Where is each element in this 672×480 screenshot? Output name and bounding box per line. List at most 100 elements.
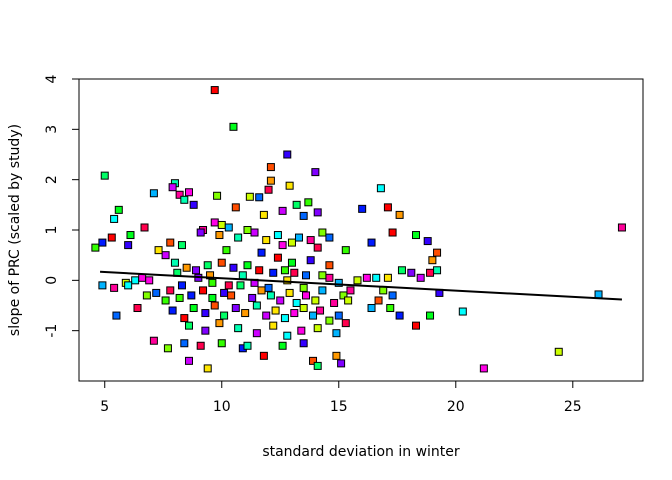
- data-point: [180, 339, 189, 348]
- data-point: [334, 278, 343, 287]
- x-tick-label: 15: [330, 399, 348, 415]
- data-point: [126, 231, 135, 240]
- data-point: [114, 205, 123, 214]
- data-point: [304, 198, 313, 207]
- data-point: [257, 248, 266, 257]
- data-point: [149, 189, 158, 198]
- data-point: [283, 331, 292, 340]
- data-point: [161, 296, 170, 305]
- data-point: [245, 192, 254, 201]
- data-point: [344, 296, 353, 305]
- data-point: [241, 309, 250, 318]
- data-point: [210, 218, 219, 227]
- data-point: [269, 321, 278, 330]
- data-point: [138, 273, 147, 282]
- trend-line: [100, 270, 622, 301]
- x-axis: 5 10 15 20 25: [100, 380, 582, 415]
- data-point: [276, 296, 285, 305]
- data-point: [206, 271, 215, 280]
- data-point: [479, 364, 488, 373]
- data-point: [332, 351, 341, 360]
- data-point: [325, 261, 334, 270]
- data-point: [290, 309, 299, 318]
- data-point: [124, 281, 133, 290]
- data-point: [187, 291, 196, 300]
- data-point: [189, 200, 198, 209]
- y-tick-label: 1: [44, 226, 60, 235]
- data-point: [203, 364, 212, 373]
- data-point: [397, 266, 406, 275]
- x-tick-label: 20: [447, 399, 465, 415]
- data-point: [278, 206, 287, 215]
- data-point: [252, 301, 261, 310]
- data-point: [264, 283, 273, 292]
- data-point: [145, 276, 154, 285]
- data-point: [224, 281, 233, 290]
- data-point: [337, 359, 346, 368]
- data-point: [259, 210, 268, 219]
- data-point: [210, 301, 219, 310]
- data-point: [180, 314, 189, 323]
- data-point: [227, 291, 236, 300]
- data-point: [299, 283, 308, 292]
- data-point: [299, 304, 308, 313]
- y-axis: -1 0 1 2 3 4: [44, 74, 80, 338]
- data-point: [283, 276, 292, 285]
- data-point: [217, 339, 226, 348]
- data-point: [313, 208, 322, 217]
- data-point: [325, 316, 334, 325]
- data-point: [313, 243, 322, 252]
- data-point: [280, 314, 289, 323]
- data-point: [149, 336, 158, 345]
- data-point: [163, 344, 172, 353]
- data-point: [266, 176, 275, 185]
- data-point: [152, 288, 161, 297]
- data-point: [287, 258, 296, 267]
- data-point: [292, 200, 301, 209]
- data-point: [458, 307, 467, 316]
- x-tick-label: 5: [100, 399, 109, 415]
- data-point: [341, 246, 350, 255]
- data-point: [215, 231, 224, 240]
- data-point: [423, 237, 432, 246]
- data-point: [309, 356, 318, 365]
- data-point: [234, 324, 243, 333]
- data-point: [112, 311, 121, 320]
- data-point: [290, 268, 299, 277]
- data-point: [325, 233, 334, 242]
- data-point: [110, 283, 119, 292]
- data-point: [302, 291, 311, 300]
- data-point: [433, 266, 442, 275]
- data-point: [250, 228, 259, 237]
- data-point: [269, 268, 278, 277]
- data-point: [175, 190, 184, 199]
- y-tick-label: -1: [44, 324, 60, 338]
- data-point: [262, 311, 271, 320]
- data-point: [231, 304, 240, 313]
- x-tick-label: 10: [213, 399, 231, 415]
- data-point: [257, 286, 266, 295]
- data-point: [243, 226, 252, 234]
- data-point: [224, 223, 233, 232]
- data-point: [367, 304, 376, 313]
- data-point: [341, 319, 350, 328]
- data-point: [411, 321, 420, 330]
- data-point: [388, 228, 397, 237]
- data-point: [280, 266, 289, 275]
- data-point: [313, 361, 322, 370]
- data-point: [426, 268, 435, 277]
- data-point: [100, 171, 109, 180]
- data-point: [318, 228, 327, 237]
- data-point: [210, 86, 219, 95]
- data-point: [362, 273, 371, 282]
- data-point: [222, 246, 231, 255]
- data-point: [353, 276, 362, 285]
- y-tick-label: 0: [44, 276, 60, 285]
- data-point: [220, 288, 229, 297]
- data-point: [426, 311, 435, 320]
- data-points: [91, 86, 626, 373]
- data-point: [142, 291, 151, 300]
- data-point: [208, 293, 217, 302]
- data-point: [388, 291, 397, 300]
- data-point: [292, 298, 301, 307]
